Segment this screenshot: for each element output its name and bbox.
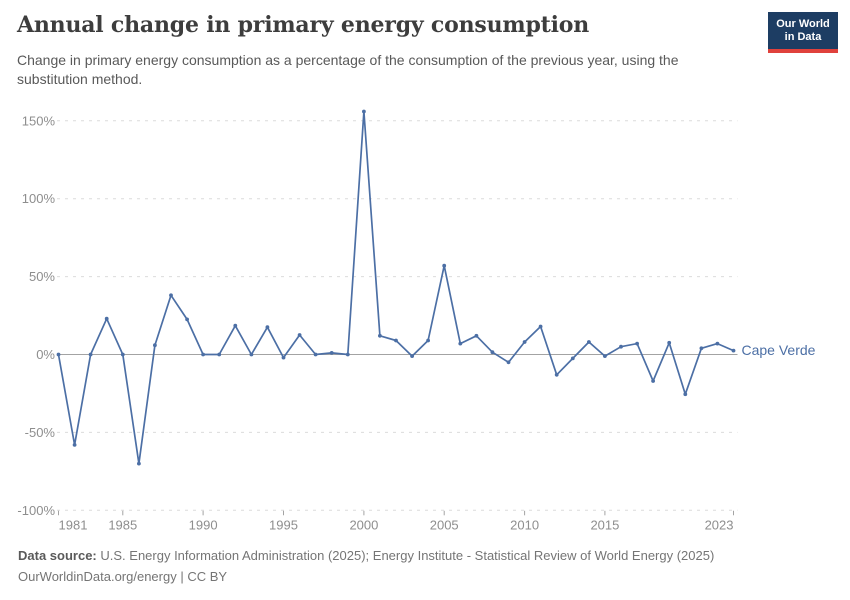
data-point-1984[interactable] <box>104 316 109 321</box>
data-point-2015[interactable] <box>603 354 607 358</box>
x-axis-label-1981: 1981 <box>59 517 88 532</box>
data-point-2013[interactable] <box>570 356 575 361</box>
data-point-1990[interactable] <box>201 352 206 357</box>
data-point-1982[interactable] <box>72 443 77 447</box>
x-axis-label-1990: 1990 <box>189 517 218 532</box>
data-point-2009[interactable] <box>506 360 511 365</box>
data-point-1997[interactable] <box>313 352 318 357</box>
source-text: U.S. Energy Information Administration (… <box>100 548 715 563</box>
x-axis-label-1985: 1985 <box>108 517 137 532</box>
data-point-2017[interactable] <box>635 341 639 346</box>
entity-label[interactable]: Cape Verde <box>742 342 816 358</box>
x-axis-label-2010: 2010 <box>510 517 539 532</box>
data-point-2006[interactable] <box>458 341 463 346</box>
series-line-cape-verde[interactable] <box>57 110 735 465</box>
data-point-2023[interactable] <box>731 348 736 353</box>
data-point-2010[interactable] <box>522 340 527 344</box>
data-point-2022[interactable] <box>715 341 720 346</box>
owid-logo-line2: in Data <box>784 31 822 43</box>
page-title: Annual change in primary energy consumpt… <box>17 12 590 38</box>
data-point-1998[interactable] <box>329 351 334 355</box>
data-point-2008[interactable] <box>490 350 495 355</box>
data-point-1987[interactable] <box>153 343 157 348</box>
owid-logo[interactable]: Our World in Data <box>768 12 838 53</box>
y-axis-label-100: 100% <box>22 191 56 206</box>
data-point-2021[interactable] <box>699 346 704 351</box>
x-axis-label-2015: 2015 <box>590 517 619 532</box>
data-point-2019[interactable] <box>667 340 672 345</box>
chart-footer: Data source: U.S. Energy Information Adm… <box>18 545 714 587</box>
data-point-2012[interactable] <box>554 372 559 377</box>
data-point-2000[interactable] <box>362 109 366 114</box>
y-axis-label-150: 150% <box>22 113 56 128</box>
data-point-1988[interactable] <box>169 293 173 298</box>
data-point-2018[interactable] <box>651 379 655 383</box>
data-point-2004[interactable] <box>426 338 430 343</box>
data-point-1989[interactable] <box>185 317 190 322</box>
y-axis-label--50: -50% <box>25 425 56 440</box>
data-point-2014[interactable] <box>587 340 591 344</box>
data-point-2001[interactable] <box>378 333 382 338</box>
x-axis-label-2000: 2000 <box>349 517 378 532</box>
data-point-1995[interactable] <box>281 355 286 360</box>
data-point-1991[interactable] <box>217 352 222 357</box>
x-axis-label-1995: 1995 <box>269 517 298 532</box>
chart-subtitle: Change in primary energy consumption as … <box>17 52 679 87</box>
data-point-1983[interactable] <box>88 352 93 357</box>
x-axis-label-2005: 2005 <box>430 517 459 532</box>
data-point-2007[interactable] <box>474 333 479 338</box>
x-axis-label-2023: 2023 <box>705 517 734 532</box>
data-point-1992[interactable] <box>233 323 238 328</box>
data-point-2020[interactable] <box>683 392 688 397</box>
source-label: Data source: <box>18 548 97 563</box>
y-axis-label-50: 50% <box>29 269 55 284</box>
data-point-1999[interactable] <box>345 352 350 357</box>
data-point-1993[interactable] <box>249 352 254 357</box>
data-point-1981[interactable] <box>56 352 61 357</box>
y-axis-label--100: -100% <box>17 503 55 518</box>
data-point-1996[interactable] <box>297 333 302 337</box>
source-line: Data source: U.S. Energy Information Adm… <box>18 545 714 566</box>
data-point-1985[interactable] <box>120 352 125 357</box>
y-axis-label-0: 0% <box>36 347 55 362</box>
data-point-2005[interactable] <box>442 263 447 268</box>
data-point-1994[interactable] <box>265 325 270 330</box>
license-link[interactable]: OurWorldinData.org/energy | CC BY <box>18 569 228 584</box>
data-point-2003[interactable] <box>410 354 414 358</box>
owid-logo-line1: Our World <box>776 18 830 30</box>
data-point-2011[interactable] <box>538 324 543 329</box>
data-point-1986[interactable] <box>137 461 141 466</box>
data-point-2002[interactable] <box>394 338 398 343</box>
data-point-2016[interactable] <box>619 344 623 349</box>
